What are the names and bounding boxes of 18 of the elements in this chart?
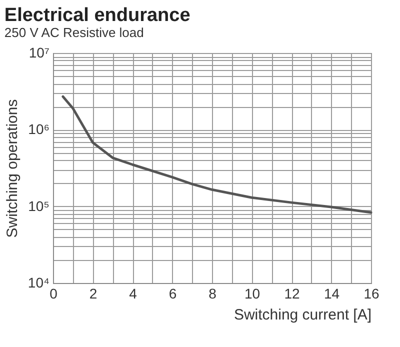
x-tick-label: 2 <box>89 286 98 302</box>
x-tick-label: 14 <box>324 286 340 302</box>
x-tick-label: 12 <box>284 286 300 302</box>
y-tick-label: 10⁴ <box>28 274 50 290</box>
x-tick-label: 16 <box>364 286 380 302</box>
y-tick-label: 10⁷ <box>28 44 50 60</box>
x-tick-label: 6 <box>168 286 177 302</box>
x-tick-label: 0 <box>50 286 58 302</box>
x-axis-title: Switching current [A] <box>234 306 372 324</box>
y-tick-label: 10⁶ <box>28 121 50 138</box>
y-tick-label: 10⁵ <box>28 198 50 214</box>
x-tick-label: 8 <box>208 286 217 302</box>
x-tick-label: 4 <box>129 286 138 302</box>
y-axis-title: Switching operations <box>4 99 21 238</box>
line-series <box>62 95 372 214</box>
x-tick-label: 10 <box>244 286 260 302</box>
chart-title: Electrical endurance <box>4 5 190 26</box>
chart-subtitle: 250 V AC Resistive load <box>4 25 144 40</box>
